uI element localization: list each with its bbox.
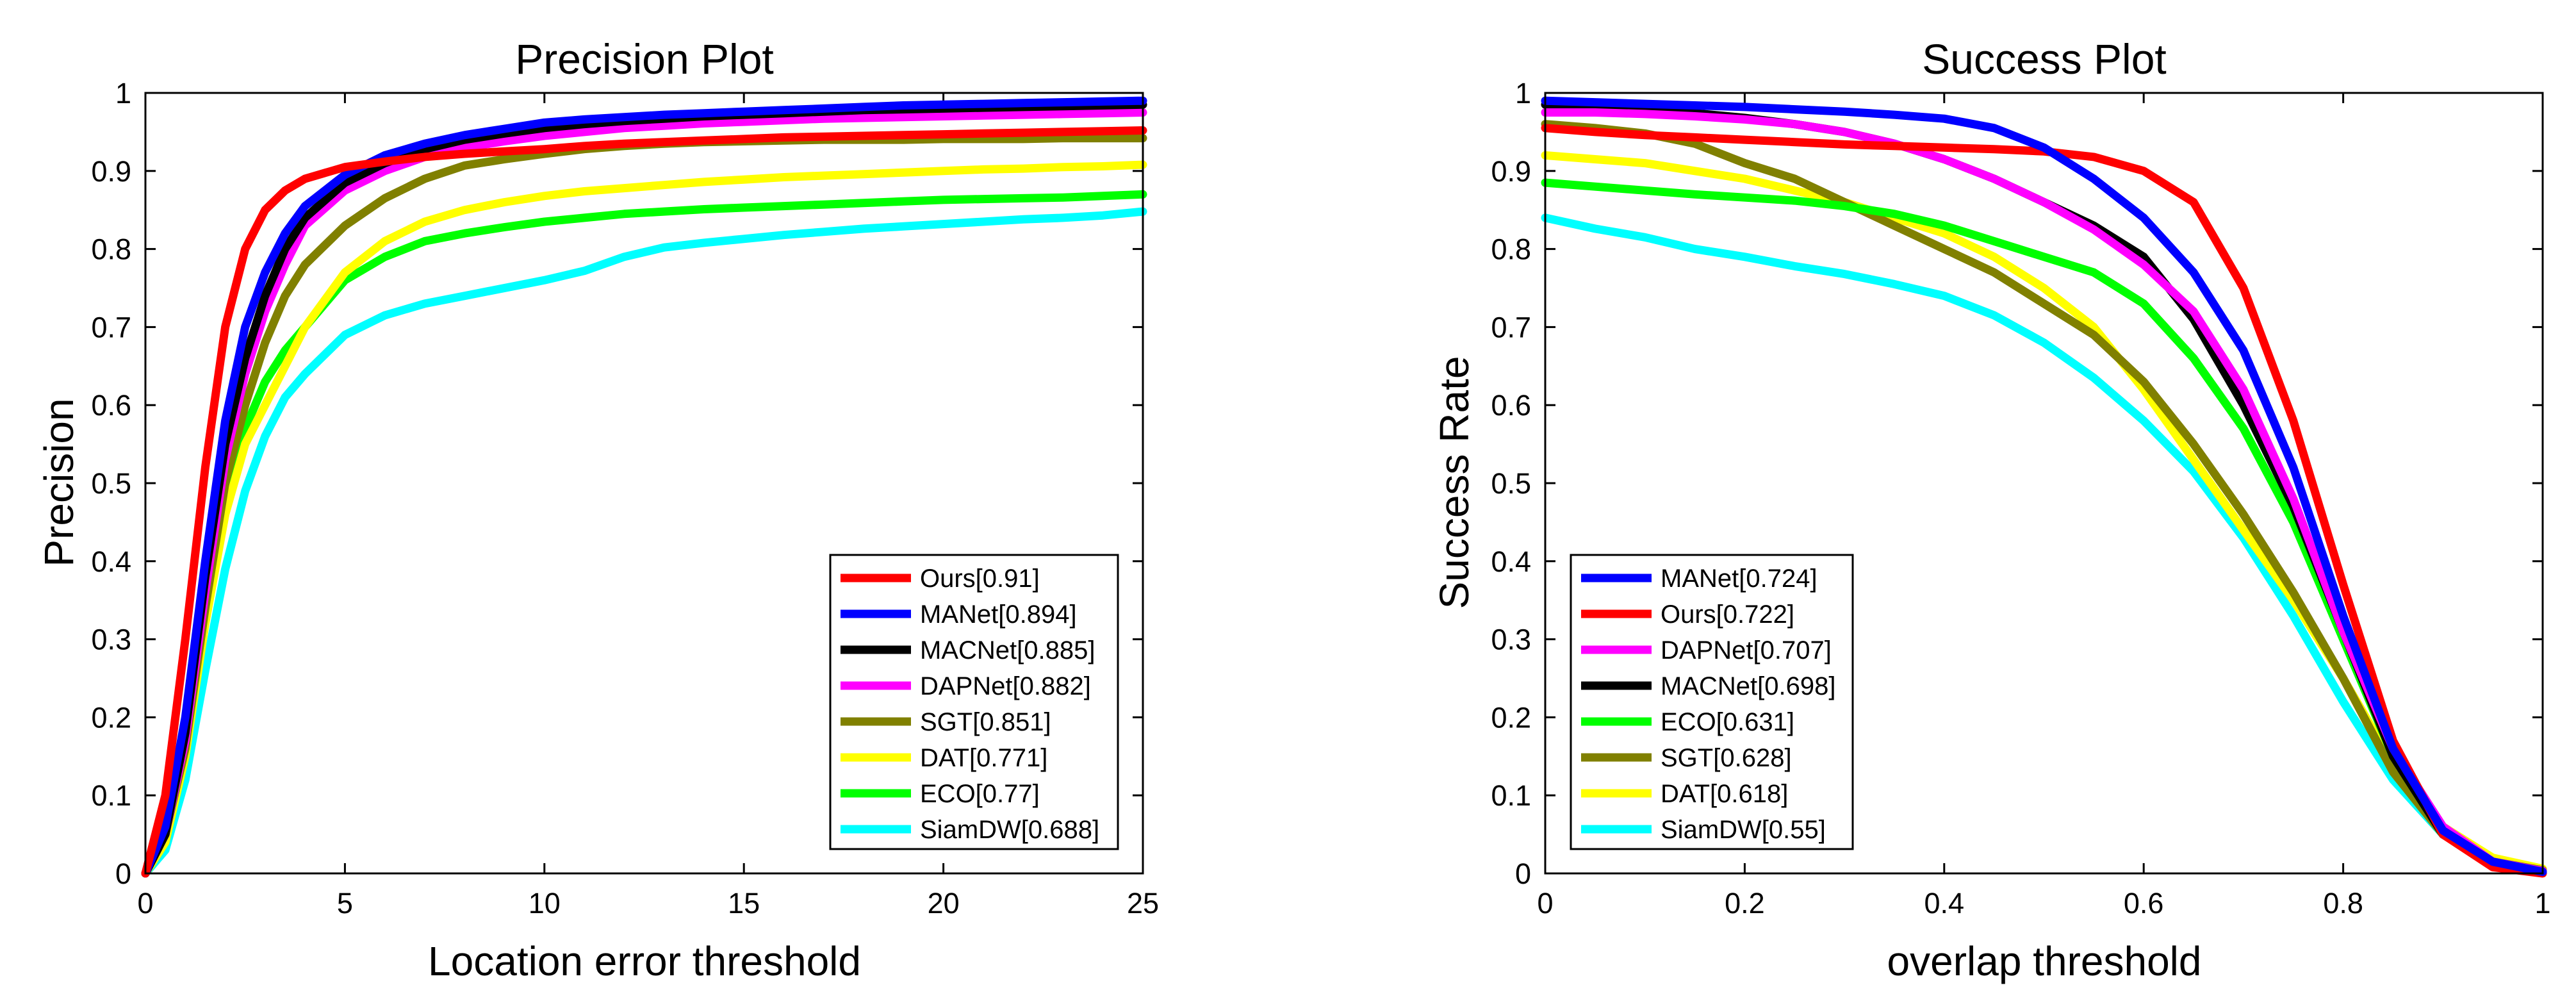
y-tick-label: 0.6	[1491, 389, 1531, 422]
x-tick-label: 15	[728, 887, 760, 920]
legend-entry: ECO[0.631]	[1661, 708, 1794, 736]
series-line-eco	[141, 190, 1147, 878]
success-plot-lines	[1541, 96, 2547, 878]
precision-plot-ticks: 0 5 10 15 20 25 0 0.1 0.2 0.3 0.4 0.5 0.6 0.7 0.8 0.9 1	[91, 77, 1159, 920]
y-tick-label: 0	[115, 857, 131, 890]
legend-box	[829, 554, 1119, 850]
legend-entry: MACNet[0.698]	[1661, 672, 1835, 700]
series-line-sgt	[1541, 120, 2547, 875]
x-tick-label: 0	[1537, 887, 1553, 920]
series-line-manet	[141, 96, 1147, 878]
series-line-ours	[141, 126, 1147, 878]
x-tick-label: 25	[1127, 887, 1159, 920]
x-tick-label: 1	[2534, 887, 2550, 920]
y-tick-label: 0.7	[1491, 311, 1531, 343]
legend-entry: DAT[0.771]	[920, 744, 1047, 772]
legend-entry: Ours[0.722]	[1661, 600, 1794, 629]
success-plot: Success Plot overlap threshold Success R…	[1431, 35, 2551, 984]
y-tick-label: 1	[115, 77, 131, 110]
x-tick-label: 0.6	[2124, 887, 2164, 920]
success-plot-xlabel: overlap threshold	[1887, 938, 2202, 984]
y-tick-label: 0.4	[91, 545, 131, 578]
legend-entry: DAPNet[0.707]	[1661, 636, 1832, 665]
x-tick-label: 0.8	[2323, 887, 2363, 920]
series-line-siamdw	[1541, 213, 2547, 875]
y-tick-label: 0.7	[91, 311, 131, 343]
x-tick-label: 5	[337, 887, 353, 920]
series-line-dat	[141, 160, 1147, 878]
y-tick-label: 0	[1515, 857, 1531, 890]
y-tick-label: 1	[1515, 77, 1531, 110]
series-line-siamdw	[141, 207, 1147, 878]
legend-entry: SiamDW[0.688]	[920, 816, 1099, 844]
legend-entry: DAT[0.618]	[1661, 780, 1788, 808]
series-line-manet	[1541, 96, 2547, 877]
success-plot-legend: MANet[0.724] Ours[0.722] DAPNet[0.707] MACN…	[1570, 554, 1854, 850]
precision-plot-xlabel: Location error threshold	[428, 938, 861, 984]
y-tick-label: 0.8	[1491, 233, 1531, 266]
success-plot-title: Success Plot	[1922, 35, 2167, 83]
x-tick-label: 10	[529, 887, 561, 920]
legend-entry: MANet[0.724]	[1661, 565, 1817, 593]
legend-entry: DAPNet[0.882]	[920, 672, 1091, 700]
precision-plot-axes-box	[144, 92, 1144, 875]
y-tick-label: 0.1	[1491, 779, 1531, 812]
success-plot-ylabel: Success Rate	[1431, 356, 1477, 609]
y-tick-label: 0.4	[1491, 545, 1531, 578]
legend-box	[1570, 554, 1854, 850]
y-tick-label: 0.9	[1491, 155, 1531, 188]
y-tick-label: 0.9	[91, 155, 131, 188]
legend-entry: SGT[0.851]	[920, 708, 1051, 736]
y-tick-label: 0.2	[91, 701, 131, 734]
y-tick-label: 0.5	[91, 467, 131, 500]
precision-plot-ylabel: Precision	[36, 398, 82, 566]
x-tick-label: 0	[137, 887, 153, 920]
precision-plot-title: Precision Plot	[515, 35, 774, 83]
x-tick-label: 0.4	[1924, 887, 1965, 920]
y-tick-label: 0.3	[91, 623, 131, 656]
y-tick-label: 0.5	[1491, 467, 1531, 500]
success-plot-axes-box	[1544, 92, 2544, 875]
y-tick-label: 0.3	[1491, 623, 1531, 656]
legend-entry: MANet[0.894]	[920, 600, 1077, 629]
legend-entry: SGT[0.628]	[1661, 744, 1792, 772]
y-tick-label: 0.6	[91, 389, 131, 422]
legend-entry: MACNet[0.885]	[920, 636, 1095, 665]
precision-plot: Precision Plot Location error threshold …	[36, 35, 1159, 984]
legend-entry: ECO[0.77]	[920, 780, 1040, 808]
precision-plot-lines	[141, 96, 1147, 878]
precision-plot-legend: Ours[0.91] MANet[0.894] MACNet[0.885] DAPNe…	[829, 554, 1119, 850]
y-tick-label: 0.1	[91, 779, 131, 812]
y-tick-label: 0.8	[91, 233, 131, 266]
legend-entry: Ours[0.91]	[920, 565, 1040, 593]
x-tick-label: 20	[928, 887, 960, 920]
legend-entry: SiamDW[0.55]	[1661, 816, 1826, 844]
x-tick-label: 0.2	[1725, 887, 1765, 920]
y-tick-label: 0.2	[1491, 701, 1531, 734]
